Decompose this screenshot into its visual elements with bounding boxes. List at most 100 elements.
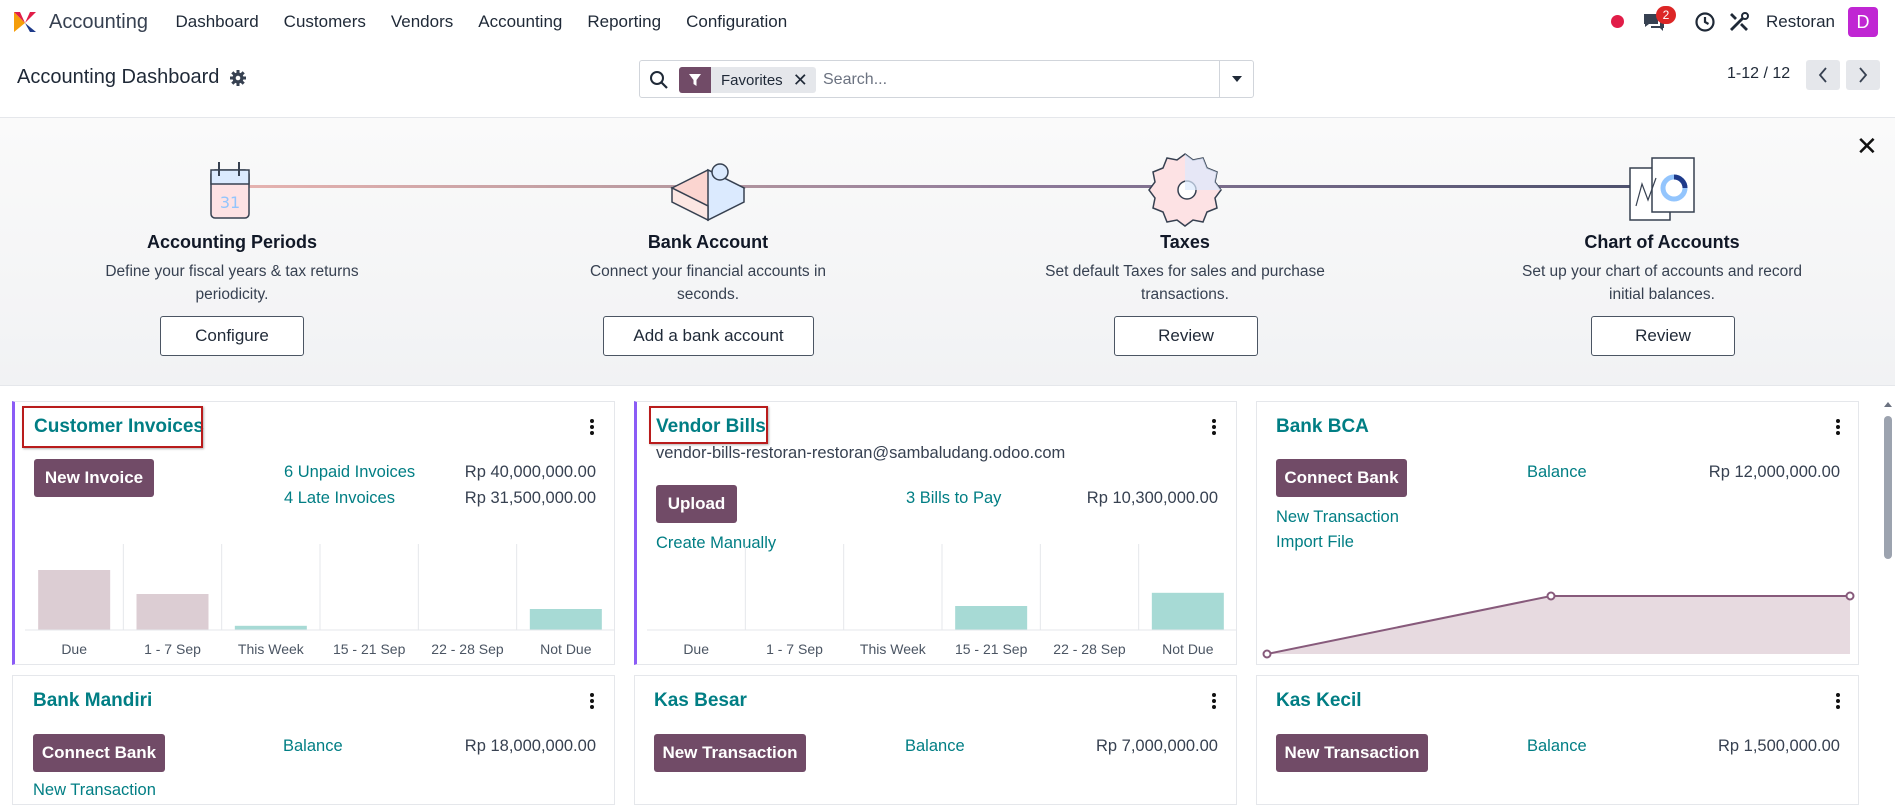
chart-category-label: Not Due: [1162, 641, 1214, 657]
connect-bank-button[interactable]: Connect Bank: [1276, 459, 1407, 497]
app-name[interactable]: Accounting: [49, 11, 148, 33]
app-logo-icon[interactable]: [12, 10, 38, 34]
balance-label[interactable]: Balance: [1527, 463, 1587, 481]
scroll-up-icon[interactable]: [1881, 398, 1895, 410]
search-input[interactable]: [823, 67, 1243, 93]
kebab-menu-icon[interactable]: [1211, 693, 1217, 709]
search-options-toggle[interactable]: [1219, 61, 1253, 97]
menu-reporting[interactable]: Reporting: [587, 12, 662, 31]
close-icon[interactable]: ✕: [1856, 131, 1878, 161]
journal-card-kas-besar: Kas Besar New Transaction Balance Rp 7,0…: [634, 675, 1237, 805]
kebab-menu-icon[interactable]: [1211, 419, 1217, 435]
chat-count-badge: 2: [1656, 6, 1676, 24]
chart-bar[interactable]: [955, 606, 1028, 630]
pager-previous-button[interactable]: [1806, 60, 1840, 90]
chart-point[interactable]: [1845, 591, 1855, 601]
step-description-line: initial balances.: [1609, 286, 1715, 303]
step-description: Define your fiscal years & tax returns p…: [82, 260, 382, 306]
chart-bar[interactable]: [1151, 592, 1224, 630]
step-description-line: seconds.: [676, 286, 740, 303]
chevron-right-icon: [1859, 67, 1868, 83]
search-icon[interactable]: [649, 70, 669, 90]
card-title[interactable]: Customer Invoices: [34, 416, 204, 437]
gear-icon[interactable]: [229, 69, 247, 87]
card-title[interactable]: Kas Besar: [654, 690, 747, 711]
bills-bar-chart: Due 1 - 7 Sep This Week 15 - 21 Sep 22 - 28 …: [647, 544, 1237, 657]
journal-card-vendor-bills: Vendor Bills vendor-bills-restoran-resto…: [634, 401, 1237, 665]
review-chart-of-accounts-button[interactable]: Review: [1591, 316, 1735, 356]
menu-accounting[interactable]: Accounting: [478, 12, 563, 31]
bills-to-pay-amount: Rp 10,300,000.00: [1086, 489, 1218, 507]
card-title[interactable]: Vendor Bills: [656, 416, 766, 437]
balance-line-chart: [1262, 591, 1855, 659]
menu-customers[interactable]: Customers: [283, 12, 366, 31]
journal-card-kas-kecil: Kas Kecil New Transaction Balance Rp 1,5…: [1256, 675, 1859, 805]
menu-vendors[interactable]: Vendors: [390, 12, 454, 31]
chart-bar[interactable]: [529, 609, 602, 630]
new-invoice-button[interactable]: New Invoice: [34, 459, 154, 497]
chart-category-label: 15 - 21 Sep: [333, 641, 406, 657]
card-title[interactable]: Kas Kecil: [1276, 690, 1362, 711]
scrollbar[interactable]: [1881, 398, 1895, 788]
card-title[interactable]: Bank BCA: [1276, 416, 1369, 437]
chevron-left-icon: [1818, 67, 1827, 83]
highlight-box: [22, 406, 203, 448]
new-transaction-button[interactable]: New Transaction: [1276, 734, 1428, 772]
chart-point[interactable]: [1546, 591, 1556, 601]
kebab-menu-icon[interactable]: [1835, 419, 1841, 435]
kebab-menu-icon[interactable]: [589, 693, 595, 709]
status-dot-icon[interactable]: [1611, 15, 1624, 28]
new-transaction-link[interactable]: New Transaction: [33, 781, 156, 799]
balance-label[interactable]: Balance: [1527, 737, 1587, 755]
chart-point[interactable]: [1262, 649, 1272, 659]
filter-icon: [679, 67, 711, 93]
company-switcher[interactable]: Restoran: [1766, 12, 1835, 31]
unpaid-invoices-link[interactable]: 6 Unpaid Invoices: [284, 463, 416, 481]
scrollbar-thumb[interactable]: [1884, 416, 1892, 559]
journal-card-customer-invoices: Customer Invoices New Invoice 6 Unpaid I…: [12, 401, 615, 665]
new-transaction-link[interactable]: New Transaction: [1276, 508, 1399, 526]
balance-label[interactable]: Balance: [905, 737, 965, 755]
late-invoices-link[interactable]: 4 Late Invoices: [284, 489, 395, 507]
chart-category-label: 15 - 21 Sep: [955, 641, 1028, 657]
kebab-menu-icon[interactable]: [1835, 693, 1841, 709]
review-taxes-button[interactable]: Review: [1114, 316, 1258, 356]
step-description-line: Connect your financial accounts in: [589, 263, 827, 280]
calendar-icon: 31: [210, 162, 250, 219]
balance-label[interactable]: Balance: [283, 737, 343, 755]
step-title: Bank Account: [647, 232, 769, 252]
pager-value[interactable]: 1-12 / 12: [1727, 65, 1791, 82]
configure-button[interactable]: Configure: [160, 316, 304, 356]
connect-bank-button[interactable]: Connect Bank: [33, 734, 165, 772]
upload-button[interactable]: Upload: [656, 485, 737, 523]
user-avatar[interactable]: D: [1848, 7, 1878, 37]
step-description-line: transactions.: [1141, 286, 1229, 303]
search-bar: Favorites ✕: [639, 60, 1254, 98]
top-navbar: Accounting Dashboard Customers Vendors A…: [0, 0, 1895, 44]
chart-bar[interactable]: [38, 570, 111, 630]
menu-dashboard[interactable]: Dashboard: [175, 12, 259, 31]
bills-to-pay-link[interactable]: 3 Bills to Pay: [906, 489, 1002, 507]
tools-icon[interactable]: [1728, 11, 1750, 33]
step-description: Set default Taxes for sales and purchase…: [1035, 260, 1335, 306]
import-file-link[interactable]: Import File: [1276, 533, 1354, 551]
menu-configuration[interactable]: Configuration: [686, 12, 788, 31]
card-title[interactable]: Bank Mandiri: [33, 690, 153, 711]
chart-category-label: 1 - 7 Sep: [144, 641, 201, 657]
chart-bar[interactable]: [136, 594, 209, 630]
chart-icon: [1629, 157, 1695, 221]
kebab-menu-icon[interactable]: [589, 419, 595, 435]
chart-area: [1267, 596, 1850, 654]
step-description-line: Set default Taxes for sales and purchase: [1045, 263, 1325, 280]
chart-bar[interactable]: [234, 625, 307, 630]
facet-remove-icon[interactable]: ✕: [792, 70, 808, 90]
add-bank-account-button[interactable]: Add a bank account: [603, 316, 814, 356]
chart-category-label: 22 - 28 Sep: [431, 641, 504, 657]
create-manually-link[interactable]: Create Manually: [656, 534, 777, 552]
clock-icon[interactable]: [1694, 11, 1716, 33]
step-description-line: Set up your chart of accounts and record: [1521, 263, 1803, 280]
onboarding-panel: [0, 118, 1895, 386]
pager-next-button[interactable]: [1846, 60, 1880, 90]
new-transaction-button[interactable]: New Transaction: [654, 734, 806, 772]
chart-category-label: This Week: [238, 641, 305, 657]
